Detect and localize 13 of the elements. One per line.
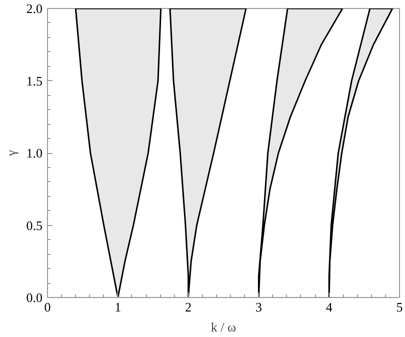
x-tick-label: 1 (114, 300, 122, 314)
x-tick-label: 4 (326, 300, 333, 314)
y-tick-label: 0.5 (26, 218, 42, 233)
x-tick-label: 0 (44, 300, 51, 314)
y-tick-label: 0.0 (26, 290, 42, 305)
x-tick-label: 3 (255, 300, 262, 314)
x-axis-title: k / ω (210, 320, 237, 334)
y-tick-label: 2.0 (26, 1, 42, 16)
y-tick-label: 1.5 (26, 73, 42, 88)
y-tick-label: 1.0 (26, 146, 42, 160)
x-tick-label: 2 (185, 300, 192, 314)
x-tick-label: 5 (396, 300, 403, 314)
y-axis-title: γ (3, 150, 18, 157)
